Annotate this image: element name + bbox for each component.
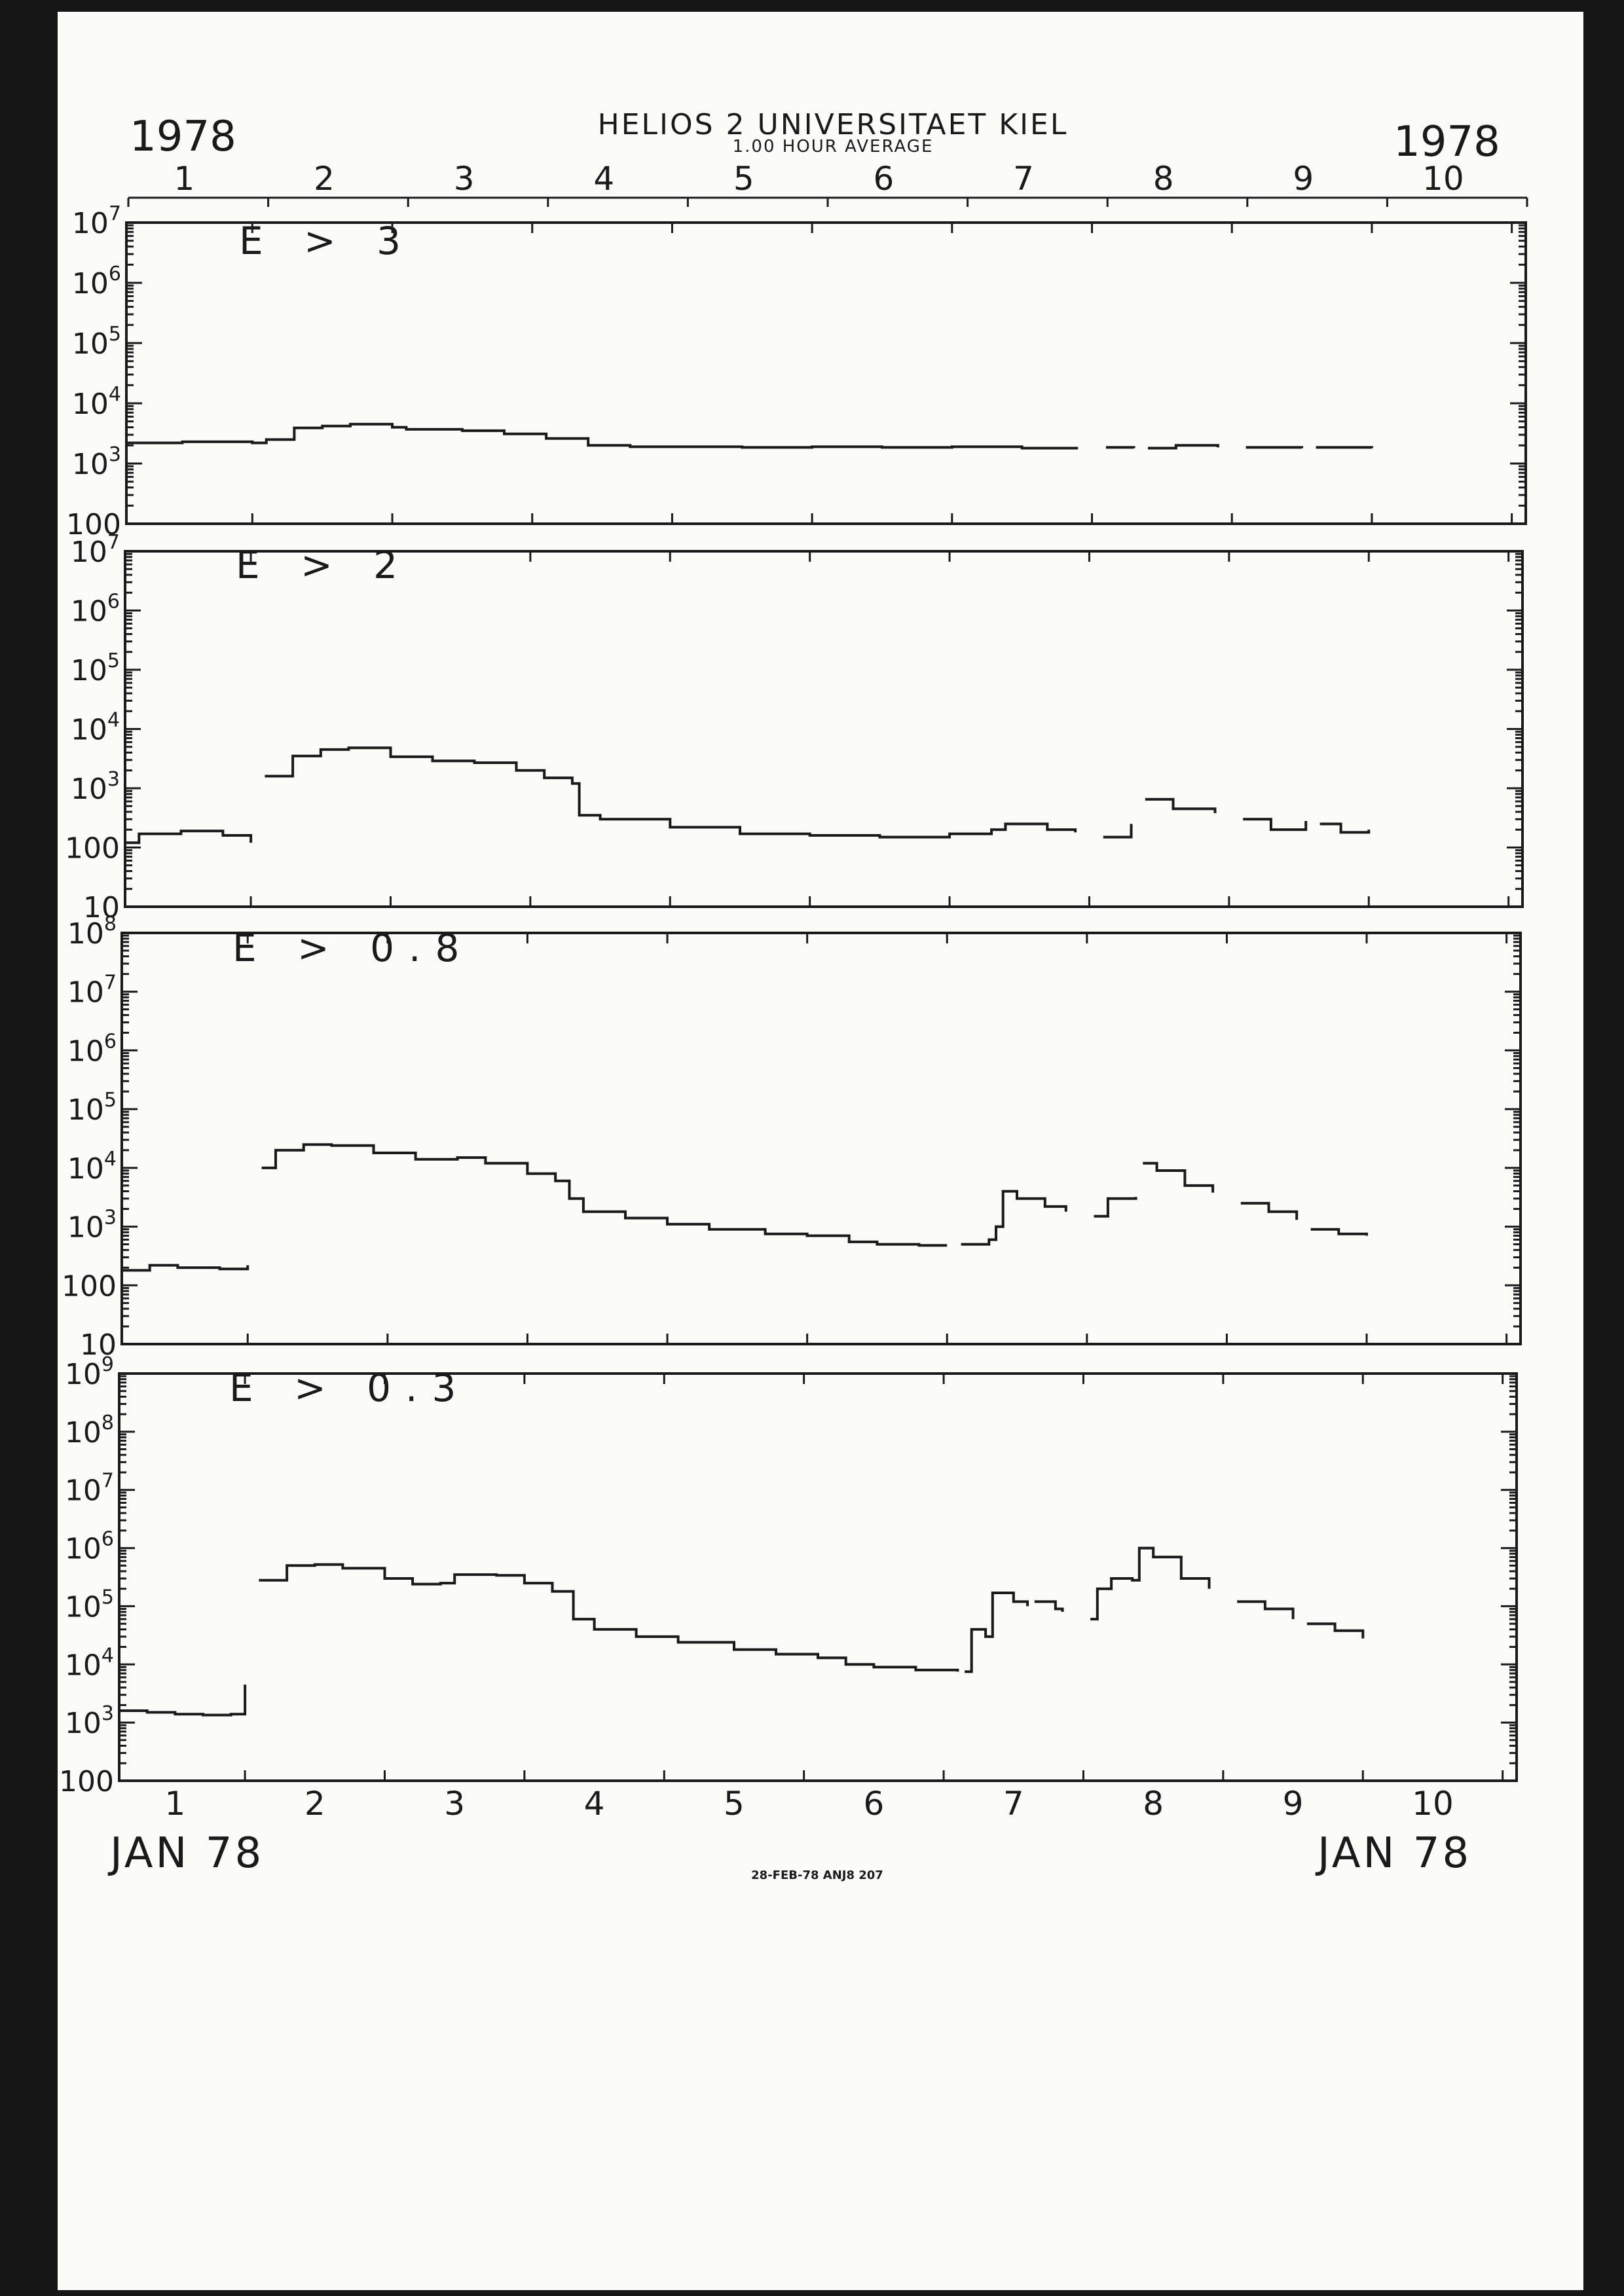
- y-tick-label: 107: [71, 531, 120, 569]
- top-axis-day-label: 7: [1013, 160, 1034, 198]
- y-tick-label: 10: [80, 1328, 117, 1362]
- year-right: 1978: [1393, 118, 1500, 166]
- y-tick-label: 106: [72, 263, 121, 301]
- y-tick-label: 109: [65, 1353, 114, 1391]
- top-axis-day-label: 8: [1153, 160, 1174, 198]
- flux-trace-segment: [119, 1685, 247, 1717]
- chart-subtitle: 1.00 HOUR AVERAGE: [733, 137, 934, 156]
- flux-trace-segment: [125, 829, 253, 845]
- y-tick-label: 108: [65, 1412, 114, 1449]
- y-tick-label: 104: [67, 1148, 117, 1186]
- panel-3: E > 0.8 10 100 103 104 105 106 107 108: [62, 913, 1522, 1362]
- y-tick-label: 105: [72, 323, 121, 361]
- top-axis-day-label: 10: [1422, 160, 1464, 198]
- bottom-axis-day-label: 1: [164, 1785, 185, 1823]
- paper-sheet: [58, 12, 1583, 2290]
- channel-label: E > 0.8: [232, 926, 473, 970]
- y-tick-label: 103: [67, 1207, 117, 1245]
- bottom-axis-day-label: 7: [1003, 1785, 1024, 1823]
- y-tick-label: 103: [72, 443, 121, 481]
- y-tick-label: 106: [71, 591, 120, 629]
- flux-trace-segment: [265, 746, 1077, 839]
- top-axis-day-label: 6: [874, 160, 895, 198]
- flux-trace-segment: [1316, 446, 1373, 449]
- y-tick-label: 108: [67, 913, 117, 951]
- flux-trace-segment: [1246, 446, 1304, 449]
- channel-label: E > 3: [239, 219, 415, 263]
- flux-trace-segment: [961, 1190, 1067, 1246]
- y-tick-label: 106: [65, 1528, 114, 1566]
- bottom-axis-day-label: 6: [863, 1785, 884, 1823]
- channel-label: E > 2: [236, 543, 412, 587]
- top-axis-day-label: 4: [593, 160, 614, 198]
- bottom-axis-day-label: 10: [1412, 1785, 1454, 1823]
- top-axis-day-label: 9: [1293, 160, 1314, 198]
- y-tick-label: 100: [66, 508, 121, 541]
- flux-trace-segment: [1310, 1228, 1368, 1236]
- flux-trace-segment: [1306, 1622, 1365, 1639]
- y-tick-label: 100: [59, 1765, 114, 1798]
- flux-trace-segment: [261, 1143, 948, 1247]
- top-axis-day-label: 1: [174, 160, 195, 198]
- top-axis-day-label: 5: [733, 160, 754, 198]
- y-tick-label: 105: [71, 649, 120, 687]
- y-tick-label: 106: [67, 1030, 117, 1068]
- top-axis-day-label: 2: [314, 160, 335, 198]
- month-right: JAN 78: [1315, 1829, 1471, 1878]
- y-tick-label: 104: [65, 1644, 114, 1682]
- panel-frame: [118, 1372, 1518, 1782]
- y-tick-label: 105: [67, 1089, 117, 1127]
- flux-trace-segment: [1103, 824, 1133, 839]
- y-tick-label: 107: [65, 1470, 114, 1508]
- flux-trace-segment: [1243, 818, 1308, 831]
- y-tick-label: 104: [72, 383, 121, 421]
- bottom-axis-day-label: 4: [584, 1785, 605, 1823]
- plot-stamp: 28-FEB-78 ANJ8 207: [751, 1868, 883, 1882]
- flux-trace-segment: [1034, 1600, 1064, 1612]
- year-left: 1978: [130, 113, 236, 161]
- y-tick-label: 105: [65, 1586, 114, 1624]
- flux-trace-segment: [1105, 446, 1135, 449]
- channel-label: E > 0.3: [229, 1366, 470, 1410]
- flux-trace-segment: [1090, 1546, 1211, 1621]
- panel-2: E > 2 10 100 103 104 105 106 107: [65, 531, 1524, 924]
- flux-trace-segment: [1143, 1161, 1215, 1193]
- flux-trace-segment: [122, 1264, 249, 1272]
- y-tick-label: 103: [65, 1702, 114, 1740]
- bottom-axis-day-label: 2: [304, 1785, 325, 1823]
- panel-4: E > 0.3 100 103 104 105 106 107 108 109: [59, 1353, 1518, 1798]
- flux-trace-segment: [259, 1563, 959, 1672]
- panel-frame: [120, 932, 1522, 1345]
- bottom-axis-day-label: 5: [724, 1785, 745, 1823]
- flux-trace-segment: [1237, 1600, 1295, 1620]
- chart-title: HELIOS 2 UNIVERSITAET KIEL: [598, 108, 1069, 141]
- y-tick-label: 100: [62, 1269, 117, 1303]
- panel-1: E > 3 100 103 104 105 106 107: [66, 202, 1527, 541]
- panel-frame: [124, 550, 1524, 908]
- bottom-axis-day-label: 3: [444, 1785, 465, 1823]
- flux-trace-segment: [1145, 797, 1217, 813]
- y-tick-label: 107: [72, 202, 121, 240]
- bottom-axis-day-label: 8: [1143, 1785, 1164, 1823]
- month-left: JAN 78: [107, 1829, 264, 1878]
- flux-trace-segment: [965, 1592, 1029, 1673]
- y-tick-label: 100: [65, 832, 120, 866]
- flux-trace-segment: [1240, 1201, 1299, 1220]
- flux-trace-segment: [126, 422, 1079, 450]
- y-tick-label: 103: [71, 768, 120, 806]
- flux-trace-segment: [1148, 444, 1219, 450]
- y-tick-label: 107: [67, 972, 117, 1010]
- y-tick-label: 104: [71, 709, 120, 747]
- y-tick-label: 10: [83, 891, 120, 924]
- flux-trace-segment: [1094, 1197, 1137, 1218]
- bottom-axis-day-label: 9: [1283, 1785, 1304, 1823]
- flux-trace-segment: [1320, 822, 1371, 834]
- panel-frame: [125, 221, 1527, 525]
- top-axis-day-label: 3: [454, 160, 475, 198]
